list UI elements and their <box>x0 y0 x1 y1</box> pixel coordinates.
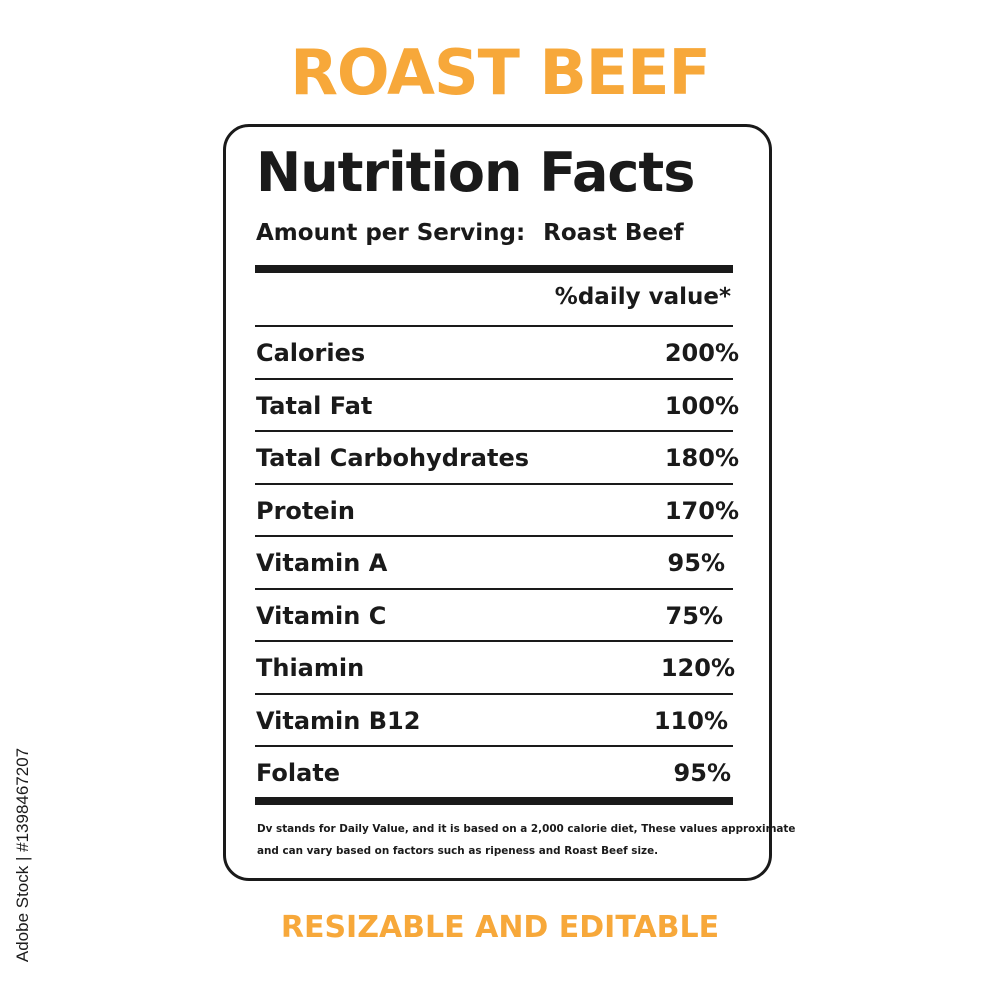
serving-line: Amount per Serving: Roast Beef <box>256 216 684 250</box>
nutrient-name: Thiamin <box>256 654 365 682</box>
nutrition-label-frame <box>223 124 772 881</box>
resizable-editable-caption: RESIZABLE AND EDITABLE <box>280 910 720 945</box>
product-title: ROAST BEEF <box>290 36 711 109</box>
nutrient-row-vitamin-c: Vitamin C 75% <box>255 587 733 641</box>
nutrient-name: Tatal Carbohydrates <box>256 444 530 472</box>
nutrient-row-thiamin: Thiamin 120% <box>255 640 735 693</box>
nutrient-row-folate: Folate 95% <box>255 745 733 798</box>
nutrient-rows: Calories 200% Tatal Fat 100% Tatal Carbo… <box>255 325 739 798</box>
serving-label: Amount per Serving: <box>256 220 526 246</box>
stock-watermark-id: Adobe Stock | #1398467207 <box>8 748 38 962</box>
nutrient-value: 120% <box>660 654 735 682</box>
nutrient-value: 110% <box>653 706 728 735</box>
footnote-line-1: Dv stands for Daily Value, and it is bas… <box>257 823 796 835</box>
nutrient-value: 95% <box>667 549 725 577</box>
nutrient-value: 100% <box>664 391 739 420</box>
nutrient-value: 95% <box>673 759 731 787</box>
nutrient-name: Calories <box>256 339 366 367</box>
daily-value-footnote: Dv stands for Daily Value, and it is bas… <box>257 818 796 862</box>
nutrient-name: Vitamin C <box>256 601 387 630</box>
nutrient-row-total-fat: Tatal Fat 100% <box>255 377 739 431</box>
nutrient-name: Folate <box>256 759 341 787</box>
nutrient-name: Vitamin A <box>256 549 388 577</box>
nutrient-row-calories: Calories 200% <box>255 325 739 378</box>
serving-value: Roast Beef <box>543 220 684 246</box>
nutrient-name: Tatal Fat <box>256 391 373 420</box>
top-divider-bar <box>255 265 733 273</box>
stock-id-text: Adobe Stock | #1398467207 <box>13 747 32 963</box>
nutrient-name: Protein <box>256 496 355 525</box>
nutrient-row-protein: Protein 170% <box>255 482 739 536</box>
nutrient-row-total-carbohydrates: Tatal Carbohydrates 180% <box>255 430 739 483</box>
nutrient-value: 180% <box>664 444 739 472</box>
nutrient-value: 75% <box>665 601 723 630</box>
nutrient-row-vitamin-b12: Vitamin B12 110% <box>255 692 733 746</box>
bottom-divider-bar <box>255 797 733 805</box>
nutrient-value: 170% <box>664 496 739 525</box>
daily-value-header: %daily value* <box>554 284 731 310</box>
nutrition-facts-heading: Nutrition Facts <box>256 141 695 204</box>
nutrient-name: Vitamin B12 <box>256 706 421 735</box>
nutrient-row-vitamin-a: Vitamin A 95% <box>255 535 733 588</box>
nutrient-value: 200% <box>664 339 739 367</box>
footnote-line-2: and can vary based on factors such as ri… <box>257 845 659 857</box>
